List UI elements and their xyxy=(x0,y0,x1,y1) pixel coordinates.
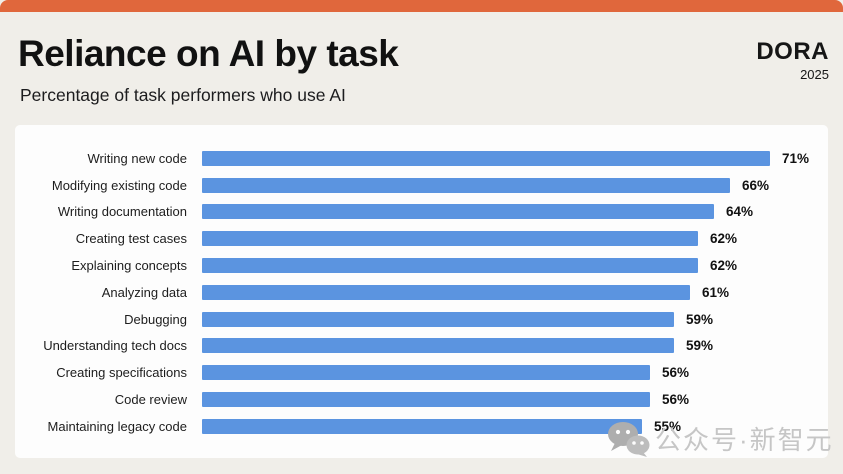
bar-chart: Writing new code 71% Modifying existing co… xyxy=(27,145,828,440)
bar xyxy=(202,365,650,381)
chart-row: Writing new code 71% xyxy=(27,145,828,172)
bar xyxy=(202,311,674,327)
bar xyxy=(202,177,730,193)
bar xyxy=(202,338,674,354)
chart-row: Creating test cases 62% xyxy=(27,225,828,252)
page-title: Reliance on AI by task xyxy=(18,33,399,74)
chart-row: Code review 56% xyxy=(27,386,828,413)
chart-row: Understanding tech docs 59% xyxy=(27,333,828,360)
task-label: Code review xyxy=(114,392,187,408)
value-label: 56% xyxy=(662,365,690,381)
top-accent-bar xyxy=(0,0,843,12)
dora-logo-year: 2025 xyxy=(800,67,829,82)
chart-row: Creating specifications 56% xyxy=(27,359,828,386)
chart-row: Maintaining legacy code 55% xyxy=(27,413,828,440)
wechat-icon xyxy=(606,421,650,457)
chart-row: Debugging 59% xyxy=(27,306,828,333)
dora-logo: DORA 2025 xyxy=(756,38,829,83)
bar xyxy=(202,258,698,274)
value-label: 61% xyxy=(702,284,730,300)
task-label: Modifying existing code xyxy=(51,177,187,193)
value-label: 62% xyxy=(710,258,738,274)
bar xyxy=(202,150,770,166)
bar xyxy=(202,204,714,220)
chart-row: Explaining concepts 62% xyxy=(27,252,828,279)
task-label: Writing new code xyxy=(87,150,187,166)
chart-panel: Writing new code 71% Modifying existing co… xyxy=(15,125,828,458)
task-label: Creating specifications xyxy=(56,365,187,381)
value-label: 64% xyxy=(726,204,754,220)
value-label: 66% xyxy=(742,177,770,193)
chart-row: Analyzing data 61% xyxy=(27,279,828,306)
task-label: Explaining concepts xyxy=(71,258,187,274)
value-label: 59% xyxy=(686,338,714,354)
task-label: Writing documentation xyxy=(57,204,187,220)
chart-row: Modifying existing code 66% xyxy=(27,172,828,199)
value-label: 56% xyxy=(662,392,690,408)
watermark-text: 公众号·新智元 xyxy=(655,425,834,455)
bar xyxy=(202,418,642,434)
bar xyxy=(202,231,698,247)
value-label: 62% xyxy=(710,231,738,247)
task-label: Maintaining legacy code xyxy=(47,418,187,434)
value-label: 59% xyxy=(686,311,714,327)
value-label: 71% xyxy=(782,150,810,166)
watermark: 公众号·新智元 xyxy=(606,420,834,457)
task-label: Understanding tech docs xyxy=(43,338,187,354)
bar xyxy=(202,284,690,300)
page-subtitle: Percentage of task performers who use AI xyxy=(20,85,346,105)
task-label: Debugging xyxy=(124,311,187,327)
bar xyxy=(202,392,650,408)
task-label: Creating test cases xyxy=(75,231,187,247)
task-label: Analyzing data xyxy=(101,284,187,300)
dora-logo-name: DORA xyxy=(756,38,829,65)
chart-row: Writing documentation 64% xyxy=(27,199,828,226)
value-label: 55% xyxy=(654,418,682,434)
